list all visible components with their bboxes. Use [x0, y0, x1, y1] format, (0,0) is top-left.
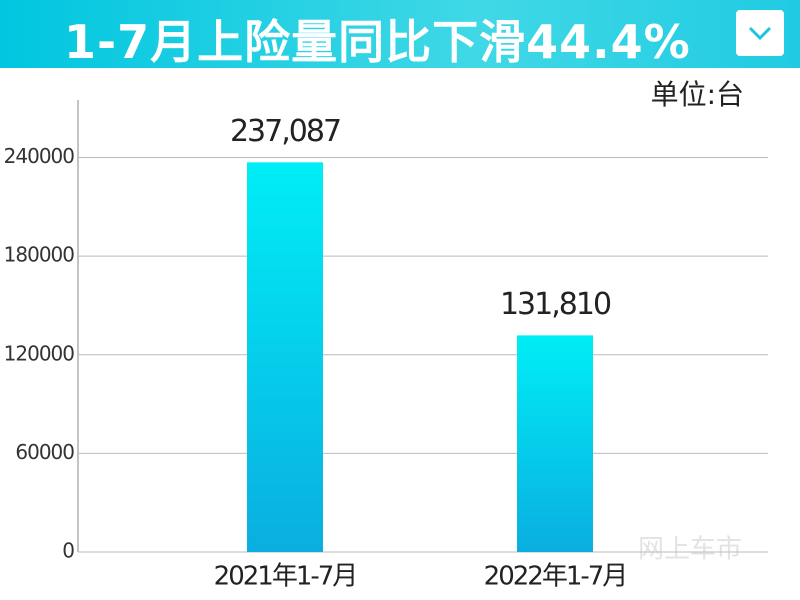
bar: [247, 162, 323, 552]
y-tick-label: 0: [62, 539, 74, 563]
chart-title: 1-7月上险量同比下滑44.4%: [64, 15, 691, 69]
bar: [517, 335, 593, 552]
dropdown-button[interactable]: [736, 10, 784, 56]
watermark: 网上车市: [638, 535, 742, 565]
y-tick-label: 240000: [4, 144, 75, 168]
y-tick-label: 180000: [4, 243, 75, 267]
x-tick-label: 2022年1-7月: [484, 562, 627, 592]
header: 1-7月上险量同比下滑44.4%: [0, 0, 800, 69]
chevron-icon: [748, 26, 772, 41]
value-label: 131,810: [500, 287, 611, 322]
x-tick-label: 2021年1-7月: [214, 562, 357, 592]
value-label: 237,087: [230, 114, 340, 149]
y-tick-label: 60000: [15, 440, 74, 464]
y-tick-label: 120000: [4, 341, 75, 365]
unit-label: 单位:台: [651, 78, 744, 111]
